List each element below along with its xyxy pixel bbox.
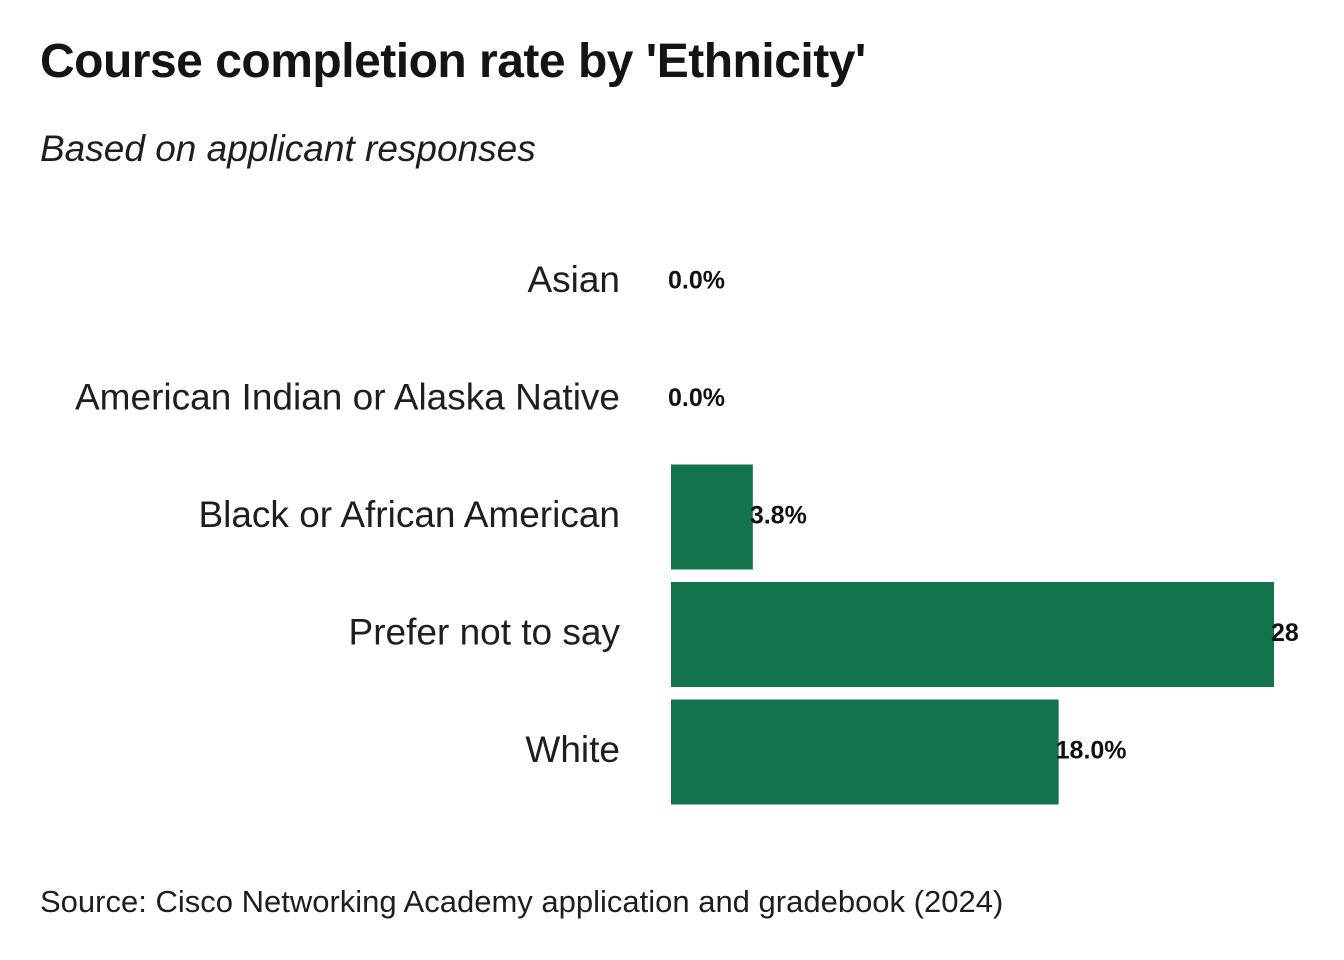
bar [671, 464, 753, 570]
bar-chart: Asian 0.0% American Indian or Alaska Nativ… [75, 259, 1299, 805]
category-label: Asian [527, 259, 620, 300]
source-note: Source: Cisco Networking Academy applica… [40, 884, 1004, 919]
data-label: 28 [1271, 619, 1299, 647]
category-label: Black or African American [198, 494, 620, 535]
data-label: 3.8% [750, 502, 807, 530]
chart-subtitle: Based on applicant responses [40, 128, 536, 169]
bar [671, 699, 1059, 805]
data-label: 0.0% [668, 267, 725, 295]
data-label: 0.0% [668, 384, 725, 412]
bar [671, 582, 1274, 687]
chart-title: Course completion rate by 'Ethnicity' [40, 35, 866, 88]
category-label: Prefer not to say [349, 611, 621, 652]
data-label: 18.0% [1056, 737, 1127, 765]
category-label: White [525, 729, 620, 770]
category-label: American Indian or Alaska Native [75, 376, 620, 417]
